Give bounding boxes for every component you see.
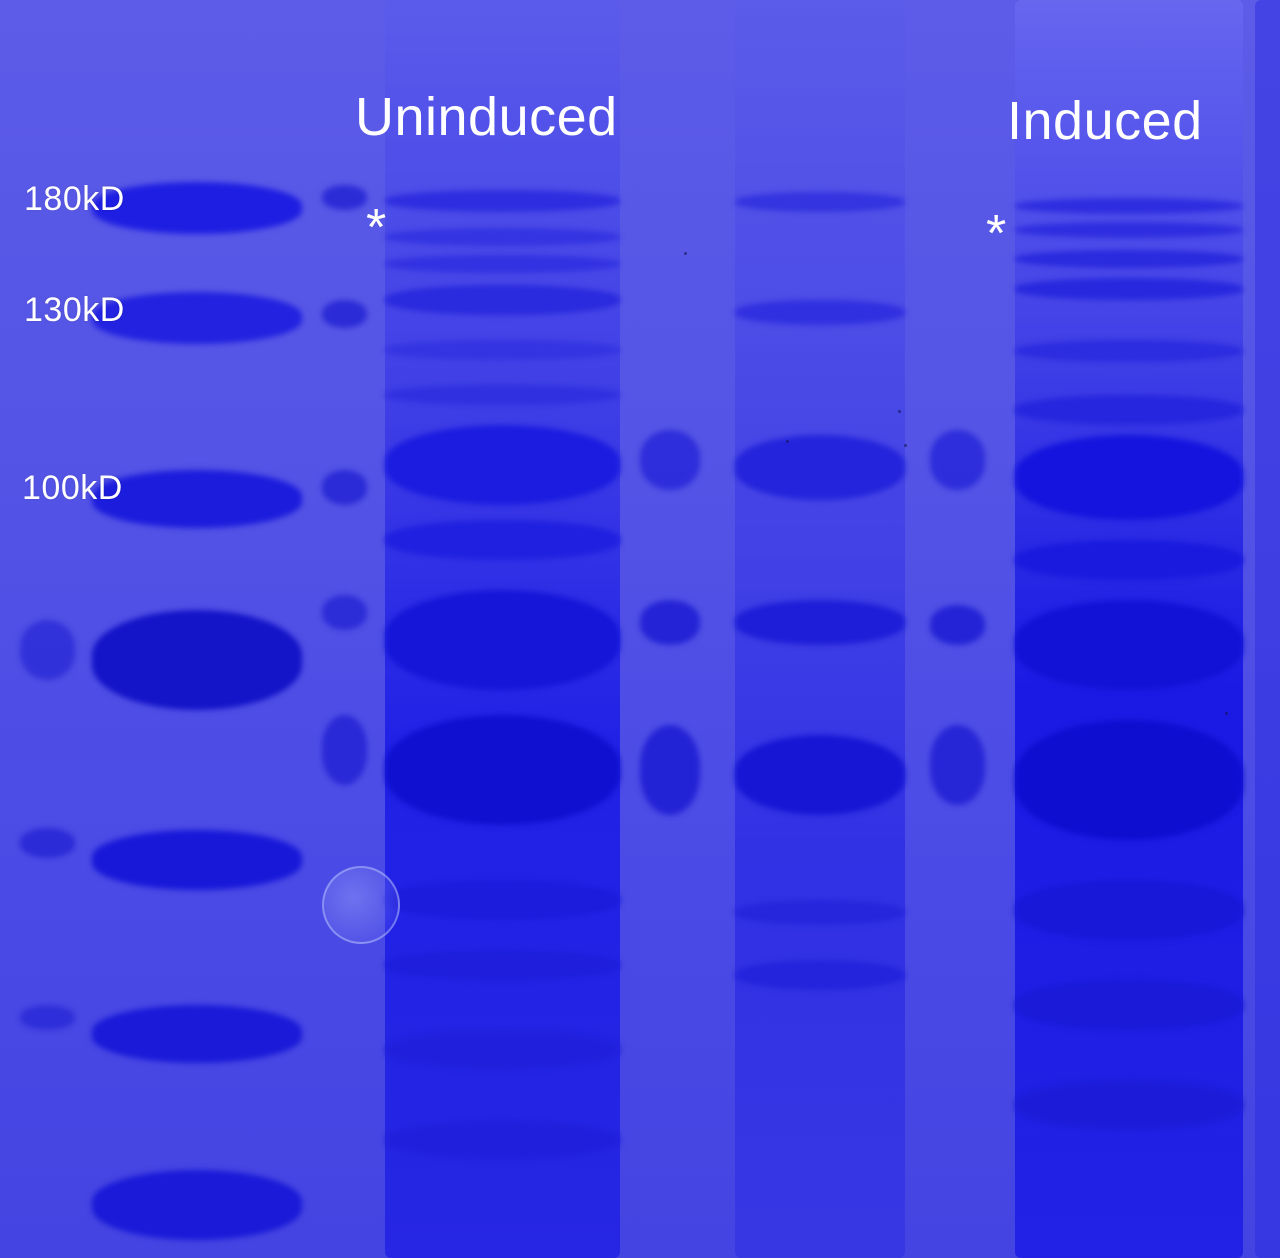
protein-band [385, 190, 620, 212]
protein-band [1015, 1080, 1243, 1130]
protein-band [735, 300, 905, 325]
dust-speck [1225, 712, 1228, 715]
protein-band [735, 600, 905, 645]
protein-band [1015, 600, 1243, 690]
thin-lane-2 [640, 0, 700, 1258]
protein-band [735, 435, 905, 500]
uninduced-label: Uninduced [355, 87, 618, 147]
protein-band [385, 425, 620, 505]
protein-band [1015, 435, 1243, 520]
protein-band [385, 1030, 620, 1070]
thin-band [930, 605, 985, 645]
protein-band [1015, 395, 1243, 425]
edge-band [20, 620, 75, 680]
protein-band [1015, 540, 1243, 580]
protein-band [385, 880, 620, 920]
protein-band [735, 192, 905, 212]
marker-label-130kd: 130kD [24, 291, 125, 329]
ladder-band [92, 610, 302, 710]
air-bubble [322, 866, 400, 944]
protein-band [1015, 980, 1243, 1030]
edge-lane [20, 0, 75, 1258]
thin-band [322, 300, 367, 328]
marker-label-100kd: 100kD [22, 469, 123, 507]
protein-band [735, 960, 905, 990]
protein-band [385, 1120, 620, 1160]
protein-band [385, 950, 620, 980]
marker-label-180kd: 180kD [24, 180, 125, 218]
protein-band [385, 385, 620, 405]
protein-band [385, 255, 620, 273]
uninduced-lane [385, 0, 620, 1258]
ladder-band [92, 470, 302, 528]
ladder-band [92, 1170, 302, 1240]
asterisk-marker-induced: * [986, 205, 1007, 263]
thin-band [640, 430, 700, 490]
thin-band [640, 725, 700, 815]
induced-lane [1015, 0, 1243, 1258]
edge-band [20, 1005, 75, 1030]
sample-lane-middle [735, 0, 905, 1258]
thin-band [930, 430, 985, 490]
ladder-band [92, 1005, 302, 1063]
dust-speck [898, 410, 901, 413]
protein-band [735, 900, 905, 925]
protein-band [1015, 720, 1243, 840]
thin-lane-1 [322, 0, 367, 1258]
protein-band [385, 715, 620, 825]
protein-band [735, 735, 905, 815]
protein-band [385, 520, 620, 560]
dust-speck [904, 444, 907, 447]
thin-band [930, 725, 985, 805]
induced-label: Induced [1007, 91, 1203, 151]
dust-speck [786, 440, 789, 443]
edge-band [20, 828, 75, 858]
ladder-band [92, 292, 302, 344]
thin-band [322, 715, 367, 785]
protein-band [1015, 198, 1243, 214]
protein-band [385, 285, 620, 315]
protein-band [385, 228, 620, 246]
dust-speck [684, 252, 687, 255]
protein-band [1015, 278, 1243, 300]
thin-lane-3 [930, 0, 985, 1258]
protein-band [1015, 880, 1243, 940]
asterisk-marker-uninduced: * [366, 199, 387, 257]
ladder-lane [92, 0, 302, 1258]
ladder-band [92, 830, 302, 890]
thin-band [322, 595, 367, 630]
ladder-band [92, 182, 302, 234]
protein-band [385, 590, 620, 690]
thin-band [322, 470, 367, 505]
protein-band [1015, 250, 1243, 268]
thin-band [322, 185, 367, 210]
protein-band [385, 340, 620, 360]
edge-lane-right [1255, 0, 1280, 1258]
protein-band [1015, 340, 1243, 362]
thin-band [640, 600, 700, 645]
protein-band [1015, 222, 1243, 238]
